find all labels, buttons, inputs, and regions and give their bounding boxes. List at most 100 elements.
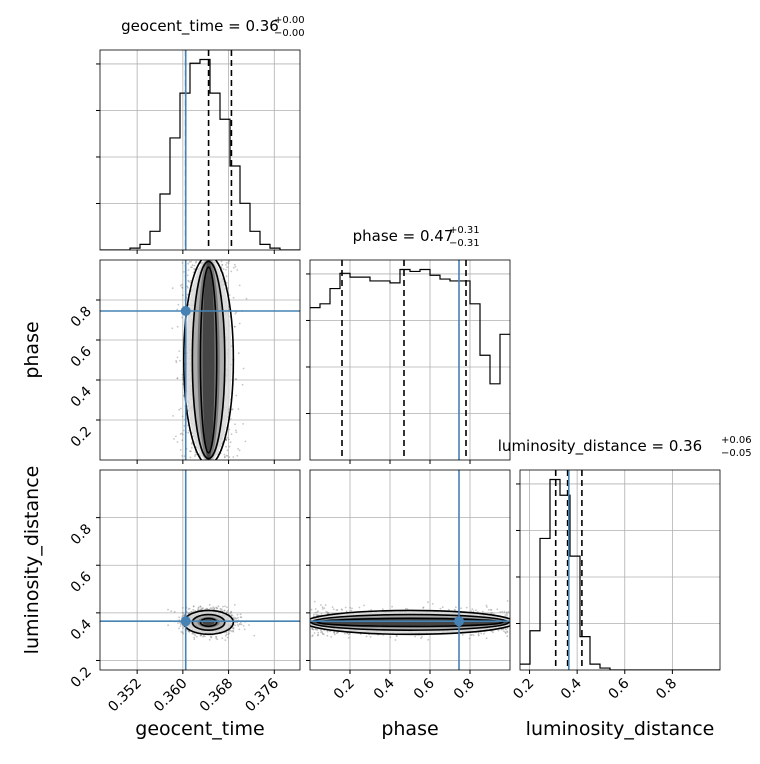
density-luminosity-distance-vs-geocent-time-sample (221, 637, 224, 639)
density-phase-vs-geocent-time-sample (183, 271, 185, 273)
density-luminosity-distance-vs-phase-sample (320, 631, 322, 633)
density-phase-vs-geocent-time-sample (189, 450, 191, 453)
density-phase-vs-geocent-time-sample (222, 268, 225, 271)
density-luminosity-distance-vs-geocent-time-sample (182, 632, 185, 635)
density-phase-vs-geocent-time-sample (187, 431, 190, 434)
density-luminosity-distance-vs-geocent-time-sample (232, 630, 235, 633)
density-luminosity-distance-vs-geocent-time-sample (182, 627, 185, 629)
density-luminosity-distance-vs-geocent-time-sample (220, 608, 223, 611)
density-luminosity-distance-vs-geocent-time-sample (213, 608, 216, 610)
xlabel-luminosity-distance: luminosity_distance (526, 718, 715, 740)
density-phase-vs-geocent-time-sample (225, 261, 228, 264)
density-luminosity-distance-vs-geocent-time-sample (199, 605, 202, 608)
density-luminosity-distance-vs-phase-sample (504, 632, 507, 634)
density-luminosity-distance-vs-geocent-time-sample (215, 636, 218, 638)
density-luminosity-distance-vs-phase-sample (317, 631, 320, 634)
density-luminosity-distance-vs-geocent-time-sample (213, 607, 216, 610)
density-phase-vs-geocent-time-sample (227, 262, 230, 265)
density-phase-vs-geocent-time-sample (228, 260, 231, 263)
density-luminosity-distance-vs-geocent-time-content (100, 470, 300, 670)
density-luminosity-distance-vs-phase-sample (453, 608, 456, 611)
title-phase-median: 0.47 (420, 227, 453, 245)
density-luminosity-distance-vs-geocent-time-sample (225, 633, 228, 636)
density-phase-vs-geocent-time-frame (99, 259, 301, 461)
density-luminosity-distance-vs-geocent-time-sample (211, 607, 214, 610)
density-phase-vs-geocent-time-sample (188, 261, 191, 263)
density-luminosity-distance-vs-geocent-time-sample (200, 608, 202, 611)
hist-geocent-time-content (100, 50, 300, 250)
density-luminosity-distance-vs-geocent-time-sample (236, 623, 239, 626)
density-luminosity-distance-vs-phase-sample (503, 610, 506, 613)
density-luminosity-distance-vs-geocent-time-sample (188, 612, 191, 614)
density-phase-vs-geocent-time-sample (225, 281, 228, 284)
density-luminosity-distance-vs-geocent-time-sample (208, 638, 211, 641)
density-luminosity-distance-vs-phase-sample (317, 614, 319, 617)
density-luminosity-distance-vs-geocent-time-sample (228, 632, 231, 635)
density-phase-vs-geocent-time-sample (171, 327, 174, 330)
density-luminosity-distance-vs-phase-sample (504, 614, 507, 616)
density-luminosity-distance-vs-phase-contour-2 (310, 609, 510, 636)
density-luminosity-distance-vs-geocent-time-sample (181, 611, 184, 614)
density-luminosity-distance-vs-phase-sample (316, 611, 318, 613)
density-phase-vs-geocent-time-sample (181, 373, 184, 376)
density-luminosity-distance-vs-phase-sample (358, 606, 361, 609)
density-luminosity-distance-vs-phase-sample (311, 627, 314, 630)
density-luminosity-distance-vs-phase-sample (313, 632, 316, 634)
density-phase-vs-geocent-time-sample (177, 303, 180, 306)
density-luminosity-distance-vs-geocent-time-sample (233, 618, 236, 621)
density-luminosity-distance-vs-geocent-time-sample (181, 607, 184, 609)
density-phase-vs-geocent-time-sample (235, 429, 237, 432)
density-luminosity-distance-vs-geocent-time-sample (188, 607, 191, 610)
density-luminosity-distance-vs-geocent-time-sample (180, 631, 183, 633)
density-luminosity-distance-vs-phase-sample (477, 634, 480, 637)
density-luminosity-distance-vs-geocent-time-contour-0 (199, 617, 218, 628)
density-phase-vs-geocent-time-sample (220, 260, 223, 263)
density-phase-vs-geocent-time-sample (187, 262, 190, 265)
density-luminosity-distance-vs-geocent-time-sample (190, 610, 193, 613)
density-luminosity-distance-vs-phase-sample (481, 610, 484, 613)
title-phase-plus: +0.31 (449, 225, 480, 236)
density-luminosity-distance-vs-phase-sample (394, 639, 397, 641)
density-luminosity-distance-vs-phase-sample (330, 636, 333, 638)
density-luminosity-distance-vs-phase-sample (337, 631, 339, 634)
density-luminosity-distance-vs-geocent-time-sample (230, 610, 233, 613)
title-phase-name: phase (353, 227, 398, 245)
density-luminosity-distance-vs-phase-sample (335, 632, 338, 635)
density-phase-vs-geocent-time-sample (175, 360, 178, 362)
density-luminosity-distance-vs-phase-sample (486, 606, 488, 608)
density-luminosity-distance-vs-phase-sample (396, 635, 398, 637)
density-phase-vs-geocent-time-sample (176, 356, 179, 359)
density-luminosity-distance-vs-phase-sample (483, 633, 485, 635)
density-phase-vs-geocent-time-sample (190, 266, 192, 268)
density-luminosity-distance-vs-geocent-time-sample (238, 628, 241, 631)
density-luminosity-distance-vs-phase-sample (441, 606, 444, 609)
density-luminosity-distance-vs-phase-sample (326, 611, 329, 614)
density-phase-vs-geocent-time-sample (225, 264, 227, 266)
density-phase-vs-geocent-time-sample (176, 308, 179, 311)
density-luminosity-distance-vs-geocent-time-sample (239, 613, 242, 616)
density-phase-vs-geocent-time-sample (190, 446, 193, 449)
density-phase-vs-geocent-time-sample (226, 266, 229, 269)
density-luminosity-distance-vs-geocent-time-sample (191, 632, 194, 635)
density-phase-vs-geocent-time-sample (187, 269, 190, 271)
density-phase-vs-geocent-time-sample (181, 439, 184, 442)
density-phase-vs-geocent-time-sample (225, 454, 228, 457)
density-luminosity-distance-vs-phase-sample (316, 628, 319, 631)
density-luminosity-distance-vs-geocent-time-sample (226, 606, 228, 609)
density-phase-vs-geocent-time-sample (231, 408, 233, 411)
density-luminosity-distance-vs-geocent-time-sample (199, 606, 202, 608)
density-phase-vs-geocent-time-sample (223, 453, 226, 456)
density-luminosity-distance-vs-phase-sample (477, 632, 480, 634)
density-luminosity-distance-vs-phase-sample (336, 631, 339, 634)
density-luminosity-distance-vs-phase-sample (311, 635, 314, 638)
density-luminosity-distance-vs-geocent-time-sample (179, 625, 182, 627)
density-luminosity-distance-vs-phase-sample (472, 634, 475, 637)
density-phase-vs-geocent-time-sample (181, 283, 183, 286)
density-luminosity-distance-vs-geocent-time-sample (209, 607, 212, 610)
density-luminosity-distance-vs-phase-sample (421, 636, 423, 638)
density-luminosity-distance-vs-phase-sample (470, 634, 472, 636)
density-luminosity-distance-vs-geocent-time-sample (194, 634, 197, 637)
density-luminosity-distance-vs-phase-sample (333, 633, 336, 636)
density-luminosity-distance-vs-phase-sample (335, 609, 338, 612)
density-luminosity-distance-vs-geocent-time-sample (167, 608, 169, 611)
